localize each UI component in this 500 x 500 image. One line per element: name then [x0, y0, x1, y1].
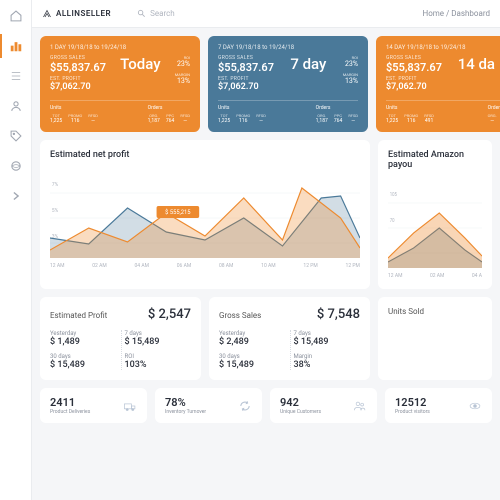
- profit-card-0: Estimated Profit $ 2,547 Yesterday$ 1,489 7…: [40, 297, 201, 380]
- user-icon: [9, 99, 23, 113]
- app-root: ALLINSELLER Search Home / Dashboard 1 DA…: [0, 0, 500, 500]
- card-title: Units Sold: [388, 307, 424, 316]
- svg-text:7%: 7%: [52, 182, 59, 188]
- crumb-current: Dashboard: [451, 9, 490, 18]
- period-range: 7 DAY 19/18/18 to 19/24/18: [218, 44, 358, 51]
- net-profit-chart: $ 555,215 7% 5% 3%: [50, 168, 360, 258]
- metric-cell: Margin38%: [294, 353, 361, 370]
- list-icon: [9, 69, 23, 83]
- mini-value: 942: [280, 396, 321, 409]
- mini-card-3[interactable]: 12512Product visitors: [385, 388, 492, 423]
- mini-label: Unique Customers: [280, 409, 321, 415]
- tag-icon: [9, 129, 23, 143]
- sidebar: [0, 0, 32, 500]
- summary-card-1[interactable]: 7 DAY 19/18/18 to 19/24/18GROSS SALES$55…: [208, 36, 368, 132]
- profit-card-2: Units Sold: [378, 297, 492, 380]
- profit-cards: Estimated Profit $ 2,547 Yesterday$ 1,489 7…: [40, 297, 492, 380]
- amazon-payout-chart: 105 70: [388, 178, 482, 268]
- period-name: Today: [120, 55, 160, 73]
- refresh-icon: [238, 399, 252, 413]
- bars-icon: [9, 39, 23, 53]
- x-axis: 12 AM02 AM04 A: [388, 273, 482, 279]
- card-amount: $ 2,547: [148, 307, 191, 322]
- summary-cards: 1 DAY 19/18/18 to 19/24/18GROSS SALES$55…: [40, 36, 492, 132]
- metric-cell: Yesterday$ 1,489: [50, 330, 117, 347]
- x-axis: 12 AM02 AM04 AM06 AM08 AM10 AM12 PM12 PM: [50, 263, 360, 269]
- svg-text:$ 555,215: $ 555,215: [165, 209, 191, 216]
- breadcrumb: Home / Dashboard: [422, 9, 490, 18]
- mini-card-1[interactable]: 78%Inventory Turnover: [155, 388, 262, 423]
- metric-cell: 30 days$ 15,489: [50, 353, 117, 370]
- charts-row: Estimated net profit $ 555,215 7% 5% 3% 12 …: [40, 140, 492, 289]
- sidebar-item-users[interactable]: [8, 98, 24, 114]
- svg-text:5%: 5%: [52, 208, 59, 214]
- mini-value: 12512: [395, 396, 430, 409]
- mini-value: 2411: [50, 396, 90, 409]
- mini-value: 78%: [165, 396, 206, 409]
- period-name: 14 da: [458, 55, 495, 73]
- ball-icon: [9, 159, 23, 173]
- content: 1 DAY 19/18/18 to 19/24/18GROSS SALES$55…: [32, 28, 500, 500]
- svg-text:70: 70: [390, 218, 395, 224]
- search-icon: [137, 9, 146, 18]
- topbar: ALLINSELLER Search Home / Dashboard: [32, 0, 500, 28]
- panel-title: Estimated net profit: [50, 150, 360, 160]
- amazon-payout-panel: Estimated Amazon payou 105 70 12 AM02 AM0…: [378, 140, 492, 289]
- card-title: Gross Sales: [219, 311, 261, 320]
- card-amount: $ 7,548: [317, 307, 360, 322]
- mini-label: Product Deliveries: [50, 409, 90, 415]
- svg-text:105: 105: [390, 192, 398, 198]
- sidebar-item-tag[interactable]: [8, 128, 24, 144]
- search[interactable]: Search: [137, 9, 175, 18]
- period-range: 14 DAY 19/18/18 to 19/24/18: [386, 44, 500, 51]
- mini-label: Product visitors: [395, 409, 430, 415]
- mini-cards: 2411Product Deliveries78%Inventory Turno…: [40, 388, 492, 423]
- panel-title: Estimated Amazon payou: [388, 150, 482, 170]
- summary-card-0[interactable]: 1 DAY 19/18/18 to 19/24/18GROSS SALES$55…: [40, 36, 200, 132]
- chevron-icon: [9, 189, 23, 203]
- mini-card-2[interactable]: 942Unique Customers: [270, 388, 377, 423]
- people-icon: [353, 399, 367, 413]
- logo-icon: [42, 9, 52, 19]
- truck-icon: [123, 399, 137, 413]
- logo[interactable]: ALLINSELLER: [42, 9, 111, 19]
- profit-card-1: Gross Sales $ 7,548 Yesterday$ 2,489 7 days…: [209, 297, 370, 380]
- logo-text: ALLINSELLER: [56, 9, 111, 18]
- sidebar-item-list[interactable]: [8, 68, 24, 84]
- net-profit-panel: Estimated net profit $ 555,215 7% 5% 3% 12 …: [40, 140, 370, 289]
- mini-card-0[interactable]: 2411Product Deliveries: [40, 388, 147, 423]
- summary-card-2[interactable]: 14 DAY 19/18/18 to 19/24/18GROSS SALES$5…: [376, 36, 500, 132]
- sidebar-item-analytics[interactable]: [8, 38, 24, 54]
- svg-text:3%: 3%: [52, 234, 59, 240]
- metric-cell: ROI103%: [125, 353, 192, 370]
- home-icon: [9, 9, 23, 23]
- sidebar-item-home[interactable]: [8, 8, 24, 24]
- metric-cell: Yesterday$ 2,489: [219, 330, 286, 347]
- mini-label: Inventory Turnover: [165, 409, 206, 415]
- main: ALLINSELLER Search Home / Dashboard 1 DA…: [32, 0, 500, 500]
- metric-cell: 7 days$ 15,489: [294, 330, 361, 347]
- card-title: Estimated Profit: [50, 311, 107, 320]
- eye-icon: [468, 399, 482, 413]
- metric-cell: 30 days$ 15,489: [219, 353, 286, 370]
- period-range: 1 DAY 19/18/18 to 19/24/18: [50, 44, 190, 51]
- crumb-home[interactable]: Home: [422, 9, 444, 18]
- sidebar-item-more[interactable]: [8, 188, 24, 204]
- search-placeholder: Search: [150, 9, 175, 18]
- sidebar-item-ball[interactable]: [8, 158, 24, 174]
- metric-cell: 7 days$ 15,489: [125, 330, 192, 347]
- period-name: 7 day: [290, 55, 326, 73]
